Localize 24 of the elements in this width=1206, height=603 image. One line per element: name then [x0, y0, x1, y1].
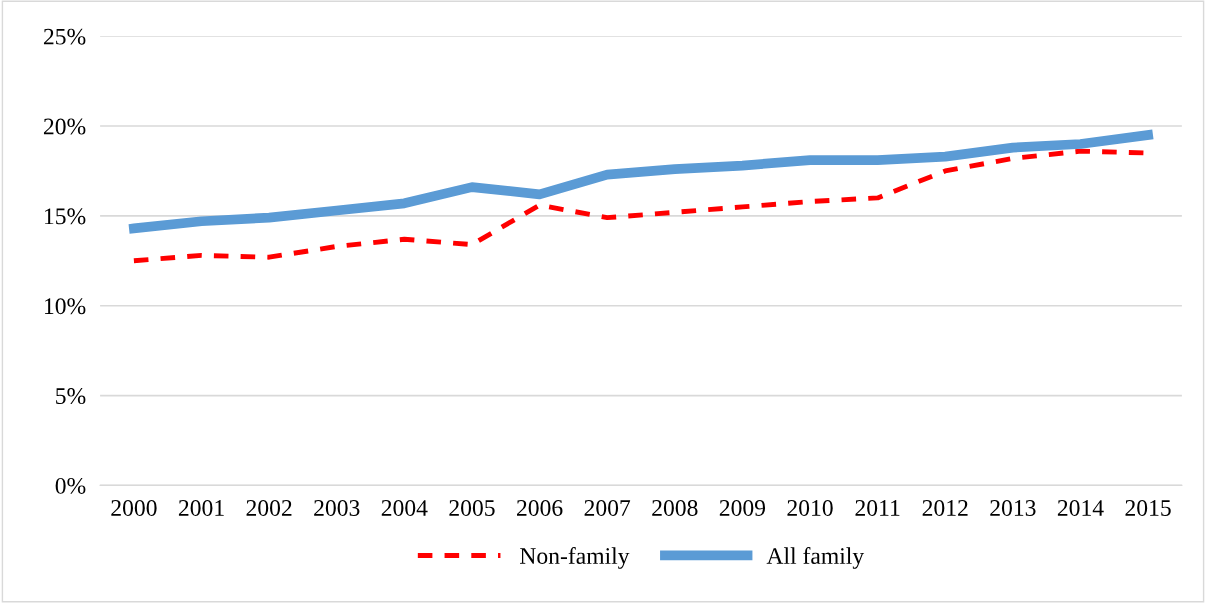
y-tick-label: 10%	[45, 298, 86, 315]
y-tick-label: 15%	[45, 208, 86, 225]
y-tick-label: 0%	[55, 477, 86, 494]
y-tick-label: 25%	[43, 28, 86, 45]
x-tick-label: 2013	[990, 499, 1036, 516]
x-tick-label: 2015	[1125, 499, 1171, 516]
x-tick-label: 2009	[719, 499, 766, 516]
y-tick-label: 20%	[43, 118, 86, 135]
x-tick-label: 2006	[517, 499, 563, 516]
x-tick-label: 2005	[449, 499, 495, 516]
x-tick-label: 2011	[855, 499, 900, 516]
y-tick-label: 5%	[56, 388, 86, 405]
x-tick-label: 2000	[111, 499, 157, 516]
x-tick-label: 2010	[787, 499, 833, 516]
x-tick-label: 2004	[381, 499, 428, 516]
legend-label: All family	[766, 547, 865, 569]
x-tick-label: 2007	[584, 499, 631, 516]
legend-label: Non-family	[520, 547, 630, 569]
x-tick-label: 2003	[314, 499, 360, 516]
x-tick-label: 2002	[246, 499, 292, 516]
x-tick-label: 2014	[1057, 499, 1104, 516]
x-tick-label: 2012	[922, 499, 968, 516]
x-tick-label: 2008	[652, 499, 698, 516]
x-tick-label: 2001	[178, 499, 224, 516]
